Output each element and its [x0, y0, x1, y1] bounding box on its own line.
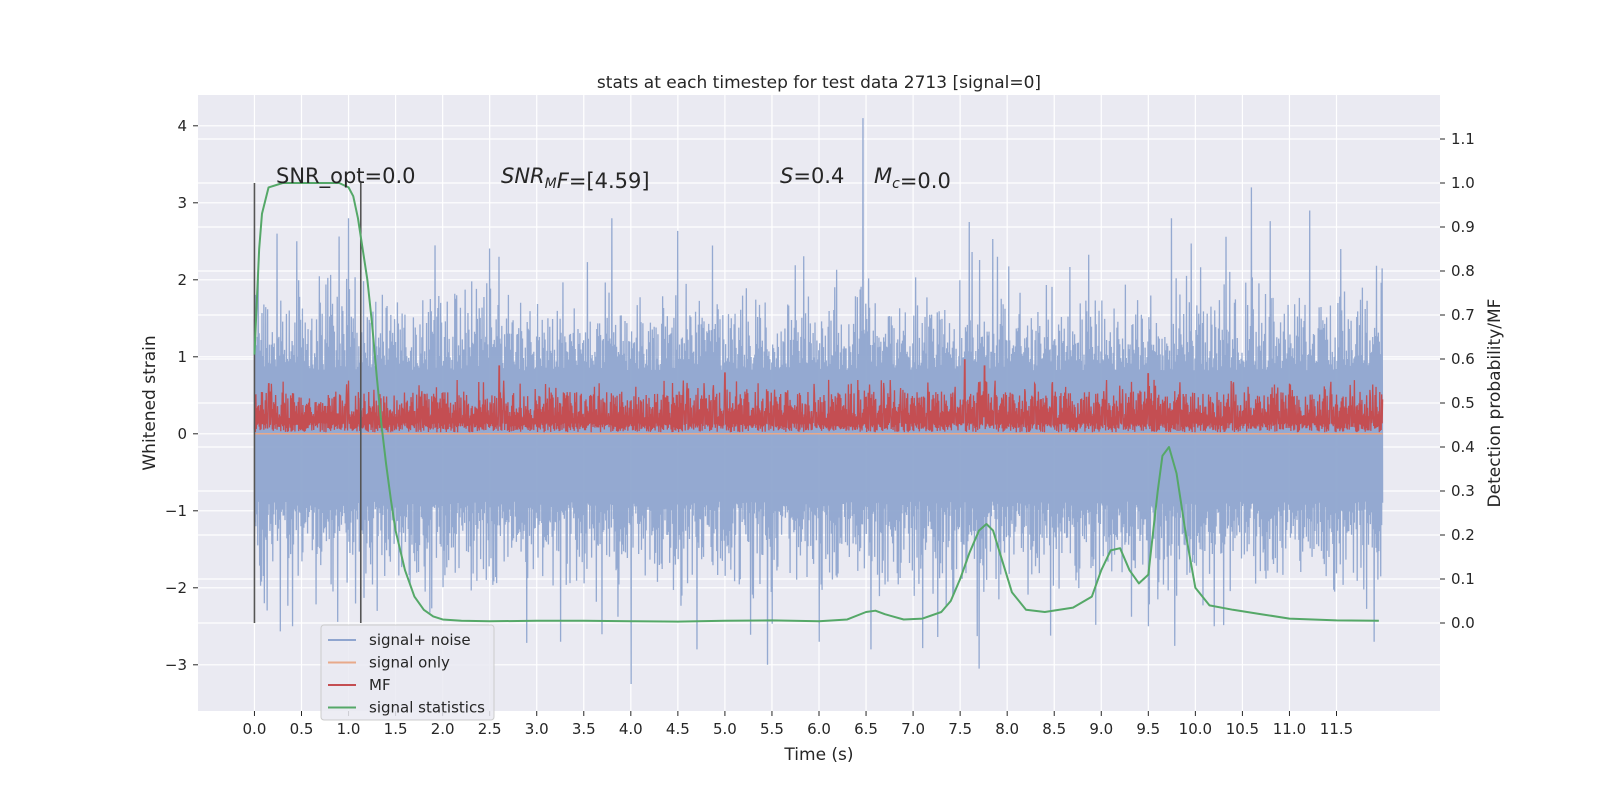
legend-entry: MF — [369, 676, 391, 694]
annotation-value: =0.4 — [793, 164, 844, 188]
x-tick-label: 1.0 — [337, 720, 361, 738]
x-tick-label: 10.0 — [1179, 720, 1212, 738]
x-tick-label: 9.5 — [1136, 720, 1160, 738]
y-tick-label-right: 0.2 — [1451, 526, 1475, 544]
legend-box — [320, 624, 495, 721]
x-tick-label: 10.5 — [1226, 720, 1259, 738]
y-tick-label-left: 2 — [177, 271, 187, 289]
x-tick-label: 11.5 — [1320, 720, 1353, 738]
series-mf — [253, 359, 1384, 433]
annotation-s: S=0.4 — [780, 164, 844, 188]
annotation-tail: F — [557, 169, 570, 193]
annotation-symbol: S — [780, 164, 793, 188]
x-tick-label: 6.5 — [854, 720, 878, 738]
x-tick-label: 7.5 — [948, 720, 972, 738]
annotation-value: =[4.59] — [569, 169, 650, 193]
annotation-mc: Mc=0.0 — [874, 164, 951, 193]
annotation-subscript: M — [545, 176, 557, 192]
series-signal-statistics — [253, 182, 1379, 623]
y-tick-label-left: −3 — [165, 656, 187, 674]
y-tick-label-right: 1.0 — [1451, 174, 1475, 192]
y-tick-label-right: 0.1 — [1451, 570, 1475, 588]
annotation-symbol: SNR — [501, 164, 545, 188]
y-axis-label-left: Whitened strain — [140, 335, 160, 470]
x-tick-label: 3.5 — [572, 720, 596, 738]
y-tick-label-right: 0.9 — [1451, 218, 1475, 236]
chart-title: stats at each timestep for test data 271… — [597, 73, 1041, 93]
legend-entry: signal statistics — [369, 699, 485, 717]
x-tick-label: 5.5 — [760, 720, 784, 738]
y-tick-label-right: 0.8 — [1451, 262, 1475, 280]
y-tick-label-right: 0.6 — [1451, 350, 1475, 368]
y-tick-label-left: −2 — [165, 579, 187, 597]
x-tick-label: 0.0 — [243, 720, 267, 738]
y-tick-label-left: −1 — [165, 502, 187, 520]
x-axis-label: Time (s) — [783, 745, 853, 765]
x-tick-label: 0.5 — [290, 720, 314, 738]
y-tick-label-right: 0.5 — [1451, 394, 1475, 412]
x-tick-label: 2.5 — [478, 720, 502, 738]
annotation-plain: SNR_opt=0.0 — [276, 164, 416, 189]
y-tick-label-right: 1.1 — [1451, 130, 1475, 148]
ticks: 0.0 0.5 1.0 1.5 2.0 2.5 3.0 3.5 4.0 4.5 5.0 5.5 6.0 6… — [165, 117, 1475, 738]
y-tick-label-right: 0.4 — [1451, 438, 1475, 456]
x-tick-label: 2.0 — [431, 720, 455, 738]
annotations: SNR_opt=0.0 SNRMF=[4.59] S=0.4 Mc=0.0 — [276, 164, 951, 193]
x-tick-label: 11.0 — [1273, 720, 1306, 738]
y-tick-label-left: 3 — [177, 194, 187, 212]
y-axis-label-right: Detection probability/MF — [1485, 299, 1505, 508]
x-tick-label: 6.0 — [807, 720, 831, 738]
y-tick-label-left: 0 — [177, 425, 187, 443]
legend-entry: signal only — [369, 654, 450, 672]
y-tick-label-left: 1 — [177, 348, 187, 366]
legend: signal+ noise signal only MF signal statist… — [320, 624, 495, 721]
series-layer — [253, 118, 1384, 685]
x-tick-label: 7.0 — [901, 720, 925, 738]
x-tick-label: 1.5 — [384, 720, 408, 738]
y-tick-label-left: 4 — [177, 117, 187, 135]
y-tick-label-right: 0.0 — [1451, 614, 1475, 632]
x-tick-label: 8.5 — [1042, 720, 1066, 738]
annotation-symbol: M — [874, 164, 892, 188]
x-tick-label: 9.0 — [1089, 720, 1113, 738]
x-tick-label: 3.0 — [525, 720, 549, 738]
annotation-snr-mf: SNRMF=[4.59] — [501, 164, 650, 193]
x-tick-label: 4.0 — [619, 720, 643, 738]
x-tick-label: 4.5 — [666, 720, 690, 738]
legend-entry: signal+ noise — [369, 631, 471, 649]
y-tick-label-right: 0.7 — [1451, 306, 1475, 324]
annotation-value: =0.0 — [900, 169, 951, 193]
x-tick-label: 5.0 — [713, 720, 737, 738]
annotation-subscript: c — [892, 176, 900, 192]
x-tick-label: 8.0 — [995, 720, 1019, 738]
y-tick-label-right: 0.3 — [1451, 482, 1475, 500]
